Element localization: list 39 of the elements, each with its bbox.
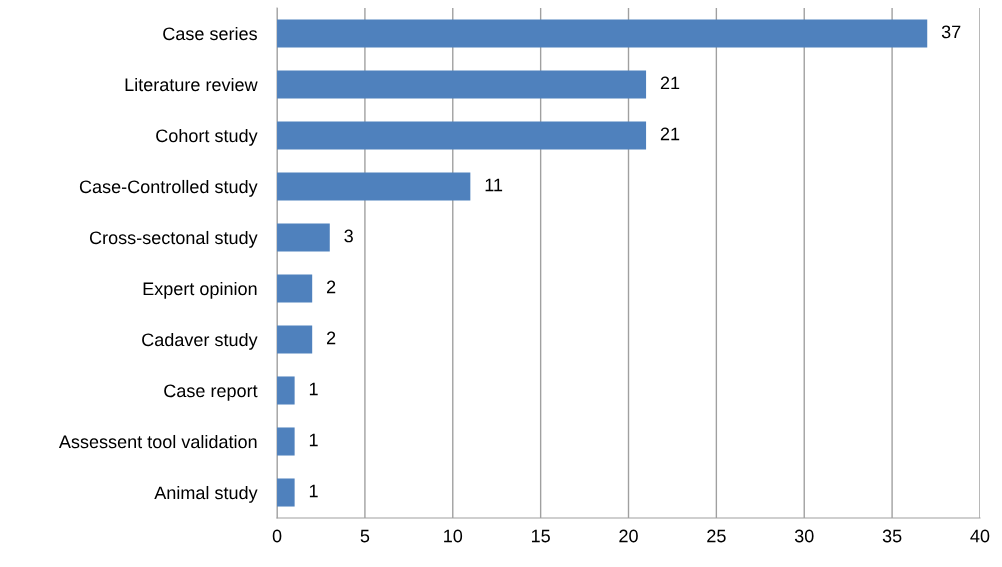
bar: [277, 376, 295, 405]
x-tick-label: 15: [531, 529, 550, 543]
bar: [277, 223, 330, 252]
data-label: 1: [309, 433, 318, 447]
y-tick-label: Cohort study: [156, 128, 258, 146]
data-label: 2: [327, 331, 336, 345]
data-label: 3: [344, 229, 353, 243]
x-tick-label: 20: [619, 529, 638, 543]
x-tick-label: 5: [360, 529, 370, 543]
y-tick-label: Case report: [164, 384, 258, 401]
y-tick-label: Animal study: [154, 485, 258, 503]
x-tick-label: 0: [272, 529, 282, 543]
y-tick-label: Cross-sectonal study: [89, 230, 258, 248]
bar: [277, 325, 313, 354]
bar: [277, 121, 647, 150]
x-tick-label: 40: [970, 529, 990, 543]
x-tick-label: 30: [794, 529, 814, 543]
data-label: 37: [941, 25, 961, 39]
bar: [277, 478, 295, 507]
x-tick-label: 10: [444, 529, 463, 543]
data-label: 21: [660, 76, 680, 90]
y-tick-label: Cadaver study: [142, 332, 258, 350]
y-tick-label: Case series: [163, 26, 257, 41]
data-label: 11: [485, 178, 503, 192]
data-label: 1: [309, 382, 318, 396]
data-label: 2: [327, 280, 336, 294]
bar: [277, 274, 313, 303]
y-tick-label: Literature review: [125, 77, 258, 92]
bar: [277, 19, 928, 48]
y-tick-label: Case-Controlled study: [79, 179, 258, 197]
bar: [277, 70, 647, 99]
data-label: 21: [660, 127, 680, 141]
x-tick-label: 25: [707, 529, 726, 543]
y-tick-label: Assessent tool validation: [58, 434, 257, 449]
x-tick-label: 35: [882, 529, 902, 543]
y-tick-label: Expert opinion: [143, 281, 257, 299]
data-label: 1: [309, 484, 318, 498]
bar: [277, 172, 471, 201]
bar: [277, 427, 295, 456]
